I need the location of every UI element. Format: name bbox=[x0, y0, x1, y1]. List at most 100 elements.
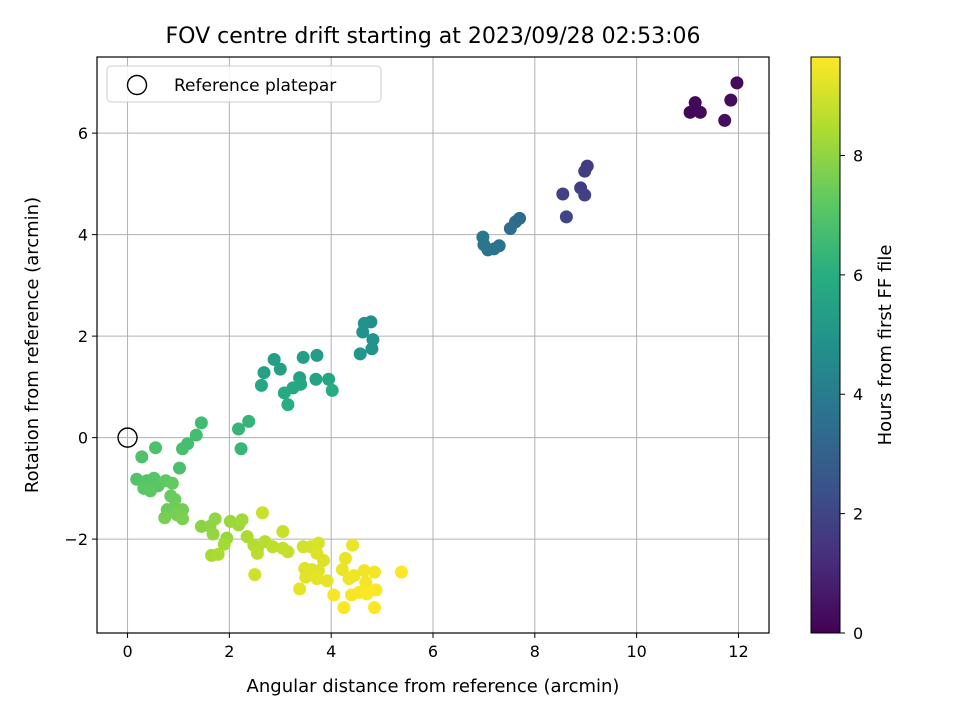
scatter-point bbox=[158, 511, 172, 525]
scatter-point bbox=[276, 525, 290, 539]
scatter-point bbox=[248, 568, 262, 582]
y-tick-label: 2 bbox=[78, 327, 88, 346]
scatter-point bbox=[342, 572, 356, 586]
scatter-point bbox=[356, 325, 370, 339]
x-tick-label: 4 bbox=[326, 642, 336, 661]
scatter-point bbox=[281, 398, 295, 412]
scatter-point bbox=[135, 450, 149, 464]
scatter-point bbox=[299, 570, 313, 584]
scatter-point bbox=[242, 414, 256, 428]
scatter-point bbox=[693, 105, 707, 119]
scatter-point bbox=[311, 536, 325, 550]
chart-title: FOV centre drift starting at 2023/09/28 … bbox=[166, 24, 701, 49]
scatter-point bbox=[346, 538, 360, 552]
colorbar-tick-label: 6 bbox=[853, 266, 863, 285]
scatter-point bbox=[394, 565, 408, 579]
scatter-point bbox=[335, 563, 349, 577]
scatter-point bbox=[503, 222, 517, 236]
colorbar-tick-label: 2 bbox=[853, 505, 863, 524]
scatter-point bbox=[325, 383, 339, 397]
scatter-point bbox=[367, 565, 381, 579]
x-tick-label: 6 bbox=[428, 642, 438, 661]
scatter-point bbox=[365, 342, 379, 356]
y-axis-ticks: −2 0 2 4 6 bbox=[64, 124, 97, 549]
scatter-point bbox=[250, 546, 264, 560]
scatter-point bbox=[367, 601, 381, 615]
colorbar-tick-label: 4 bbox=[853, 385, 863, 404]
x-axis-label: Angular distance from reference (arcmin) bbox=[247, 676, 620, 697]
scatter-point bbox=[277, 386, 291, 400]
scatter-point bbox=[234, 442, 248, 456]
colorbar-label: Hours from first FF file bbox=[875, 245, 896, 446]
scatter-point bbox=[176, 442, 190, 456]
scatter-point bbox=[309, 372, 323, 386]
x-tick-label: 8 bbox=[530, 642, 540, 661]
legend: Reference platepar bbox=[106, 65, 382, 103]
scatter-point bbox=[338, 551, 352, 565]
y-tick-label: 4 bbox=[78, 226, 88, 245]
scatter-point bbox=[559, 210, 573, 224]
scatter-point bbox=[724, 93, 738, 107]
scatter-point bbox=[320, 574, 334, 588]
scatter-point bbox=[208, 512, 222, 526]
scatter-point bbox=[357, 564, 371, 578]
scatter-point bbox=[688, 96, 702, 110]
scatter-point bbox=[353, 347, 367, 361]
reference-marker-layer bbox=[117, 427, 138, 448]
scatter-point bbox=[255, 506, 269, 520]
scatter-point bbox=[143, 484, 157, 498]
scatter-point bbox=[281, 545, 295, 559]
scatter-point bbox=[578, 164, 592, 178]
x-axis-ticks: 0 2 4 6 8 10 12 bbox=[122, 633, 749, 661]
scatter-point bbox=[369, 583, 383, 597]
y-tick-label: 0 bbox=[78, 429, 88, 448]
scatter-point bbox=[556, 187, 570, 201]
y-tick-label: −2 bbox=[64, 530, 88, 549]
scatter-point bbox=[254, 378, 268, 392]
colorbar-tick-label: 8 bbox=[853, 146, 863, 165]
scatter-point bbox=[293, 582, 307, 596]
grid-lines bbox=[97, 57, 769, 633]
scatter-point bbox=[578, 188, 592, 202]
scatter-point bbox=[211, 547, 225, 561]
legend-marker-reference bbox=[126, 74, 148, 96]
scatter-point bbox=[194, 416, 208, 430]
colorbar-ticks: 0 2 4 6 8 bbox=[840, 146, 863, 643]
y-tick-label: 6 bbox=[78, 124, 88, 143]
scatter-point bbox=[310, 348, 324, 362]
legend-box bbox=[106, 65, 382, 103]
reference-platepar-marker bbox=[117, 427, 138, 448]
colorbar-gradient bbox=[810, 56, 841, 634]
legend-label-reference: Reference platepar bbox=[174, 76, 336, 96]
scatter-point bbox=[718, 113, 732, 127]
scatter-point bbox=[149, 441, 163, 455]
scatter-point bbox=[217, 537, 231, 551]
scatter-point bbox=[235, 513, 249, 527]
scatter-point bbox=[165, 476, 179, 490]
scatter-point bbox=[266, 540, 280, 554]
x-tick-label: 2 bbox=[224, 642, 234, 661]
scatter-point bbox=[310, 572, 324, 586]
scatter-point bbox=[232, 422, 246, 436]
x-tick-label: 12 bbox=[728, 642, 748, 661]
scatter-point bbox=[359, 575, 373, 589]
scatter-point bbox=[683, 105, 697, 119]
scatter-point bbox=[176, 512, 190, 526]
scatter-point bbox=[267, 352, 281, 366]
x-tick-label: 10 bbox=[626, 642, 646, 661]
scatter-point bbox=[172, 461, 186, 475]
scatter-point bbox=[189, 428, 203, 442]
scatter-points bbox=[130, 76, 744, 615]
scatter-point bbox=[476, 230, 490, 244]
scatter-point bbox=[322, 372, 336, 386]
scatter-point bbox=[130, 472, 144, 486]
scatter-point bbox=[273, 362, 287, 376]
scatter-point bbox=[257, 366, 271, 380]
colorbar-tick-label: 0 bbox=[853, 624, 863, 643]
scatter-point bbox=[296, 350, 310, 364]
scatter-point bbox=[730, 76, 744, 90]
scatter-point bbox=[327, 588, 341, 602]
colorbar: 0 2 4 6 8 Hours from first FF file bbox=[810, 56, 896, 643]
